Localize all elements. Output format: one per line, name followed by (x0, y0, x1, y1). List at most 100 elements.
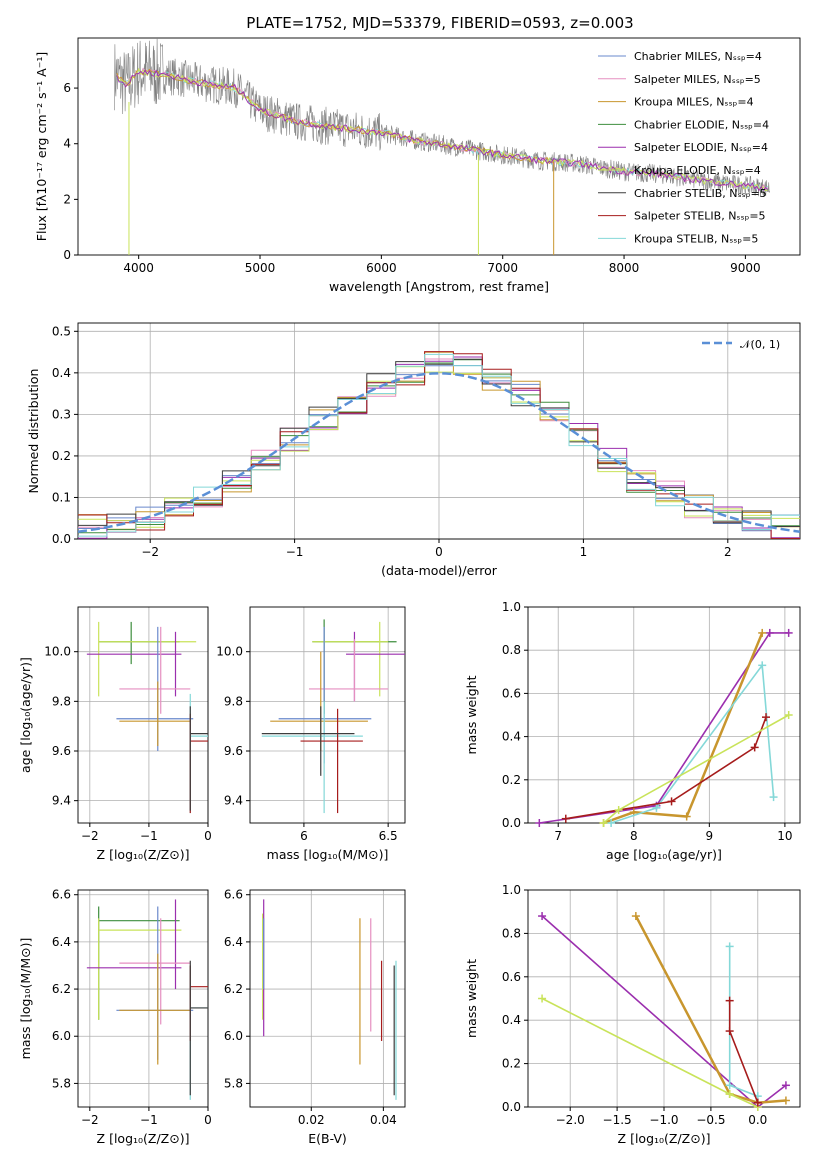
y-tick-label: 5.8 (224, 1076, 243, 1090)
y-tick-label: 0.2 (502, 1057, 521, 1071)
x-tick-label: −1.5 (603, 1113, 632, 1127)
x-tick-label: −1.0 (649, 1113, 678, 1127)
y-axis-label: mass [log₁₀(M/M⊙)] (18, 938, 33, 1060)
x-tick-label: 0 (435, 545, 443, 559)
x-tick-label: −1 (286, 545, 304, 559)
legend-entry: Salpeter STELIB, Nₛₛₚ=5 (634, 210, 766, 223)
legend-entry: 𝒩(0, 1) (740, 338, 780, 351)
axes-frame (249, 606, 406, 824)
y-axis-label: age [log₁₀(age/yr)] (18, 657, 33, 773)
normal-curve (78, 372, 800, 533)
x-tick-label: −2.0 (556, 1113, 585, 1127)
x-axis-label: age [log₁₀(age/yr)] (606, 847, 722, 862)
x-tick-label: 9 (706, 829, 714, 843)
series-line (603, 632, 764, 825)
y-tick-label: 6.2 (224, 982, 243, 996)
y-tick-label: 10.0 (44, 645, 71, 659)
y-tick-label: 0.0 (502, 1100, 521, 1114)
y-tick-label: 5.8 (52, 1076, 71, 1090)
x-tick-label: −0.5 (696, 1113, 725, 1127)
legend-entry: Chabrier ELODIE, Nₛₛₚ=4 (634, 118, 769, 131)
x-tick-label: −1 (140, 829, 158, 843)
histogram-step (78, 365, 800, 532)
x-tick-label: −2 (81, 829, 99, 843)
x-tick-label: 0 (204, 829, 212, 843)
axes-frame (77, 37, 801, 256)
histogram-step (78, 351, 800, 539)
legend-entry: Salpeter MILES, Nₛₛₚ=5 (634, 73, 761, 86)
y-tick-label: 0.0 (52, 532, 71, 546)
legend-entry: Chabrier MILES, Nₛₛₚ=4 (634, 50, 762, 63)
y-tick-label: 0.4 (502, 1013, 521, 1027)
y-tick-label: 0.8 (502, 926, 521, 940)
series-line (541, 997, 759, 1108)
y-axis-label: mass weight (464, 675, 479, 754)
series-line (539, 632, 789, 824)
x-tick-label: 2 (724, 545, 732, 559)
y-axis-label: mass weight (464, 959, 479, 1038)
x-tick-label: 5000 (245, 261, 276, 275)
y-tick-label: 6.6 (52, 888, 71, 902)
x-axis-label: Z [log₁₀(Z/Z⊙)] (97, 1131, 190, 1146)
y-tick-label: 9.6 (224, 744, 243, 758)
series-line (610, 663, 775, 824)
x-tick-label: 0 (204, 1113, 212, 1127)
y-tick-label: 6.0 (224, 1029, 243, 1043)
x-tick-label: 6000 (366, 261, 397, 275)
axes-frame (527, 606, 801, 824)
x-tick-label: 7000 (487, 261, 518, 275)
y-tick-label: 0.4 (52, 366, 71, 380)
hist-group (78, 351, 800, 539)
y-tick-label: 0.6 (502, 970, 521, 984)
y-tick-label: 9.4 (224, 794, 243, 808)
x-tick-label: −2 (81, 1113, 99, 1127)
y-tick-label: 0.2 (52, 449, 71, 463)
spectrum-group (114, 38, 770, 255)
histogram-step (78, 359, 800, 534)
chart-title: PLATE=1752, MJD=53379, FIBERID=0593, z=0… (246, 14, 633, 32)
y-tick-label: 0.3 (52, 407, 71, 421)
y-tick-label: 0.5 (52, 324, 71, 338)
x-axis-label: E(B-V) (308, 1131, 347, 1146)
y-tick-label: 9.8 (224, 694, 243, 708)
y-tick-label: 1.0 (502, 600, 521, 614)
y-tick-label: 9.6 (52, 744, 71, 758)
x-tick-label: 10 (777, 829, 792, 843)
legend-entry: Kroupa ELODIE, Nₛₛₚ=4 (634, 164, 761, 177)
y-tick-label: 9.8 (52, 694, 71, 708)
series-line (634, 915, 786, 1104)
x-tick-label: 0.0 (748, 1113, 767, 1127)
x-axis-label: Z [log₁₀(Z/Z⊙)] (618, 1131, 711, 1146)
legend-entry: Chabrier STELIB, Nₛₛₚ=5 (634, 187, 767, 200)
y-tick-label: 0.0 (502, 816, 521, 830)
x-tick-label: 0.02 (298, 1113, 325, 1127)
x-axis-label: mass [log₁₀(M/M⊙)] (267, 847, 389, 862)
y-tick-label: 1.0 (502, 883, 521, 897)
y-tick-label: 6.4 (52, 935, 71, 949)
x-tick-label: 6.5 (379, 829, 398, 843)
series-line (565, 716, 767, 820)
x-tick-label: 9000 (730, 261, 761, 275)
x-tick-label: 6 (300, 829, 308, 843)
y-tick-label: 6 (63, 81, 71, 95)
y-tick-label: 10.0 (216, 645, 243, 659)
y-tick-label: 0 (63, 248, 71, 262)
histogram-step (78, 358, 800, 527)
y-tick-label: 6.4 (224, 935, 243, 949)
y-tick-label: 9.4 (52, 794, 71, 808)
y-tick-label: 6.6 (224, 888, 243, 902)
y-tick-label: 0.8 (502, 643, 521, 657)
y-tick-label: 0.2 (502, 773, 521, 787)
histogram-step (78, 353, 800, 537)
x-tick-label: 7 (554, 829, 562, 843)
y-tick-label: 0.1 (52, 490, 71, 504)
x-tick-label: 4000 (123, 261, 154, 275)
x-axis-label: (data-model)/error (381, 563, 498, 578)
x-axis-label: Z [log₁₀(Z/Z⊙)] (97, 847, 190, 862)
y-axis-label: Normed distribution (26, 369, 41, 494)
legend-entry: Kroupa MILES, Nₛₛₚ=4 (634, 96, 754, 109)
legend-entry: Salpeter ELODIE, Nₛₛₚ=4 (634, 141, 768, 154)
legend-entry: Kroupa STELIB, Nₛₛₚ=5 (634, 232, 758, 245)
y-tick-label: 0.6 (502, 686, 521, 700)
